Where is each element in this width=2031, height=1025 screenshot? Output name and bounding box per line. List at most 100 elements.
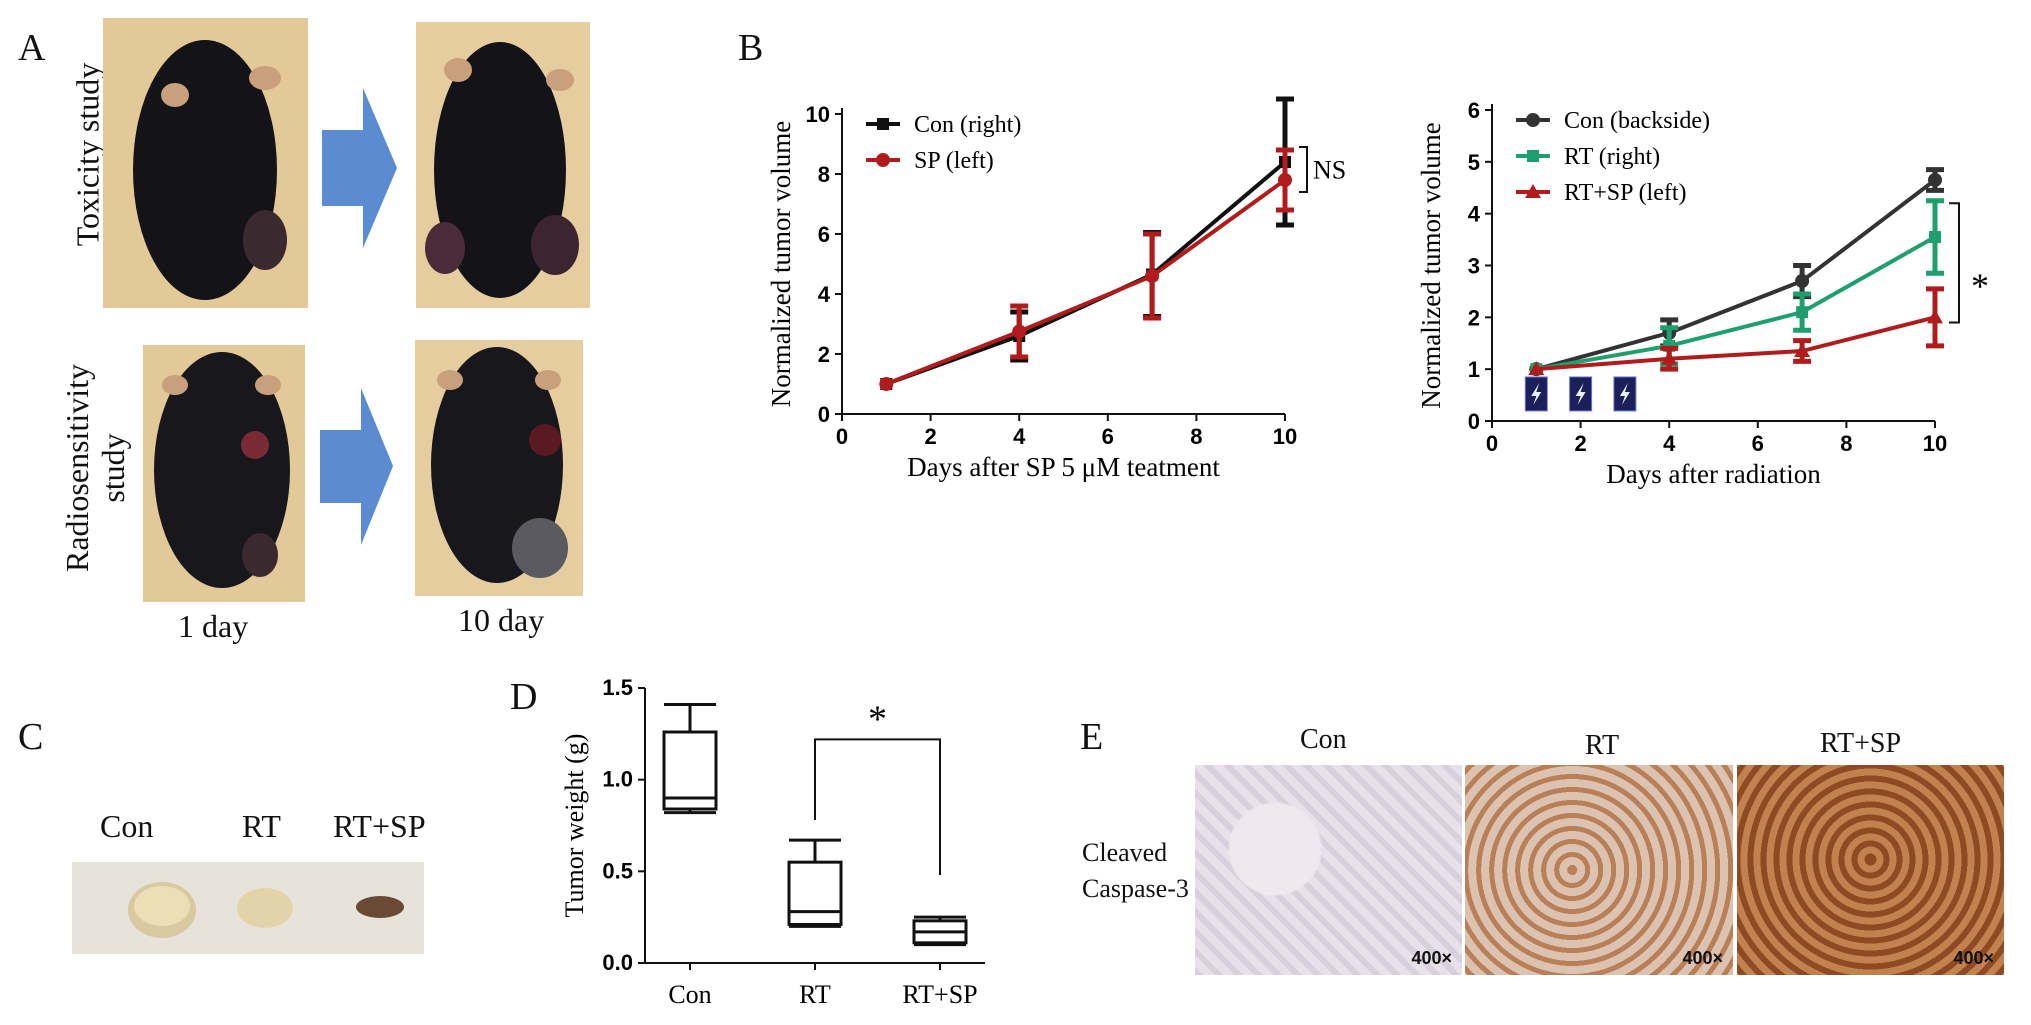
x-tick-label: 0 bbox=[1486, 431, 1498, 456]
data-point bbox=[1796, 306, 1809, 319]
magnification-label: 400× bbox=[1682, 948, 1723, 968]
y-axis-title: Normalized tumor volume bbox=[766, 121, 796, 407]
arrow-icon bbox=[322, 88, 397, 248]
arrow-icon bbox=[320, 388, 393, 545]
magnification-label: 400× bbox=[1953, 948, 1994, 968]
series-line bbox=[885, 178, 1287, 386]
star-annotation: * bbox=[1971, 266, 1989, 306]
y-tick-label: 0 bbox=[1468, 409, 1480, 434]
series-line bbox=[1535, 178, 1937, 372]
data-point bbox=[1794, 343, 1811, 358]
data-point bbox=[1145, 269, 1160, 283]
e-col-rt: RT bbox=[1585, 730, 1620, 761]
y-tick-label: 5 bbox=[1468, 150, 1480, 175]
y-tick-label: 2 bbox=[818, 342, 830, 367]
data-point bbox=[1927, 309, 1943, 324]
ihc-image-rtsp: 400× bbox=[1737, 765, 2004, 975]
legend-marker bbox=[876, 153, 890, 167]
y-tick-label: 1 bbox=[1468, 357, 1480, 382]
legend-marker bbox=[1526, 113, 1540, 127]
c-label-con: Con bbox=[100, 808, 154, 844]
mouse-photo-radio-day10 bbox=[415, 340, 583, 596]
box bbox=[662, 730, 718, 811]
y-tick-label: 6 bbox=[1468, 98, 1480, 123]
y-tick-label: 0.0 bbox=[602, 950, 633, 975]
lightning-icon bbox=[1613, 376, 1637, 412]
chart-d: 0.0 0.5 1.0 1.5 Tumor weight (g) Con RT RT+SP * bbox=[560, 675, 985, 1009]
data-point bbox=[1661, 350, 1678, 365]
legend-marker bbox=[877, 118, 889, 130]
y-tick-label: 2 bbox=[1468, 305, 1480, 330]
ihc-image-con: 400× bbox=[1195, 765, 1462, 975]
x-tick-label: RT+SP bbox=[902, 980, 977, 1009]
lightning-icon bbox=[1524, 376, 1548, 412]
x-tick-label: Con bbox=[668, 980, 711, 1009]
data-point bbox=[1929, 230, 1941, 243]
x-axis-title: Days after radiation bbox=[1606, 459, 1821, 489]
tumor-photo bbox=[72, 862, 424, 954]
panel-label-d: D bbox=[510, 676, 538, 718]
lightning-icon bbox=[1569, 376, 1593, 412]
y-tick-label: 4 bbox=[1468, 202, 1481, 227]
lightning-bolt bbox=[1531, 382, 1542, 405]
x-tick-label: 10 bbox=[1273, 424, 1297, 449]
e-col-rtsp: RT+SP bbox=[1820, 728, 1902, 759]
x-tick-label: 10 bbox=[1923, 431, 1947, 456]
panel-label-a: A bbox=[18, 27, 46, 69]
x-tick-label: 4 bbox=[1013, 424, 1026, 449]
chart-b-right: 0 2 4 6 8 10 0 1 2 3 4 5 6 Days after radiation Normal… bbox=[1416, 98, 1989, 489]
series-line bbox=[885, 160, 1287, 386]
legend-marker bbox=[1527, 150, 1539, 162]
x-tick-label: 4 bbox=[1663, 431, 1676, 456]
ihc-image-rt: 400× bbox=[1465, 765, 1733, 975]
legend-marker bbox=[1525, 184, 1541, 198]
y-tick-label: 4 bbox=[818, 282, 831, 307]
legend-label: Con (right) bbox=[914, 112, 1021, 138]
y-tick-label: 0.5 bbox=[602, 858, 633, 883]
magnification-label: 400× bbox=[1411, 948, 1452, 968]
legend-label: SP (left) bbox=[914, 148, 994, 174]
c-label-rtsp: RT+SP bbox=[333, 808, 426, 844]
y-tick-label: 3 bbox=[1468, 254, 1480, 279]
mouse-photo-toxicity-day10 bbox=[416, 22, 590, 308]
y-tick-label: 0 bbox=[818, 402, 830, 427]
col-label-1day: 1 day bbox=[178, 608, 249, 644]
legend-label: RT+SP (left) bbox=[1564, 180, 1687, 206]
y-axis-title: Normalized tumor volume bbox=[1416, 122, 1446, 408]
series-line bbox=[1535, 235, 1936, 372]
ns-annotation: NS bbox=[1313, 156, 1346, 185]
x-tick-label: 2 bbox=[1574, 431, 1586, 456]
x-tick-label: 0 bbox=[836, 424, 848, 449]
data-point bbox=[1012, 324, 1027, 339]
significance-bracket bbox=[1949, 202, 1960, 324]
panel-label-e: E bbox=[1080, 716, 1104, 758]
c-label-rt: RT bbox=[242, 808, 281, 844]
y-tick-label: 6 bbox=[818, 222, 830, 247]
data-point bbox=[1928, 172, 1942, 187]
col-label-10day: 10 day bbox=[458, 602, 545, 638]
y-tick-label: 1.5 bbox=[602, 675, 633, 700]
x-tick-label: 2 bbox=[924, 424, 936, 449]
panel-label-b: B bbox=[738, 27, 764, 69]
mouse-photo-toxicity-day1 bbox=[103, 18, 308, 308]
legend-label: RT (right) bbox=[1564, 144, 1660, 170]
mouse-photo-radio-day1 bbox=[143, 345, 305, 602]
significance-bracket bbox=[814, 738, 941, 875]
legend-label: Con (backside) bbox=[1564, 108, 1710, 134]
y-axis-title: Tumor weight (g) bbox=[560, 734, 589, 918]
data-point bbox=[1795, 274, 1810, 289]
x-tick-label: 6 bbox=[1102, 424, 1114, 449]
x-tick-label: RT bbox=[799, 980, 831, 1009]
y-tick-label: 1.0 bbox=[602, 767, 633, 792]
x-tick-label: 8 bbox=[1840, 431, 1852, 456]
x-tick-label: 6 bbox=[1752, 431, 1764, 456]
significance-bracket bbox=[1299, 146, 1308, 193]
series-line bbox=[1536, 315, 1936, 372]
lightning-bolt bbox=[1619, 382, 1630, 405]
box bbox=[787, 860, 843, 927]
chart-b-left: 0 2 4 6 8 10 0 2 4 6 8 10 Days after SP 5 μM teatmen… bbox=[766, 96, 1346, 482]
star-annotation: * bbox=[868, 698, 887, 740]
data-point bbox=[1528, 361, 1545, 376]
